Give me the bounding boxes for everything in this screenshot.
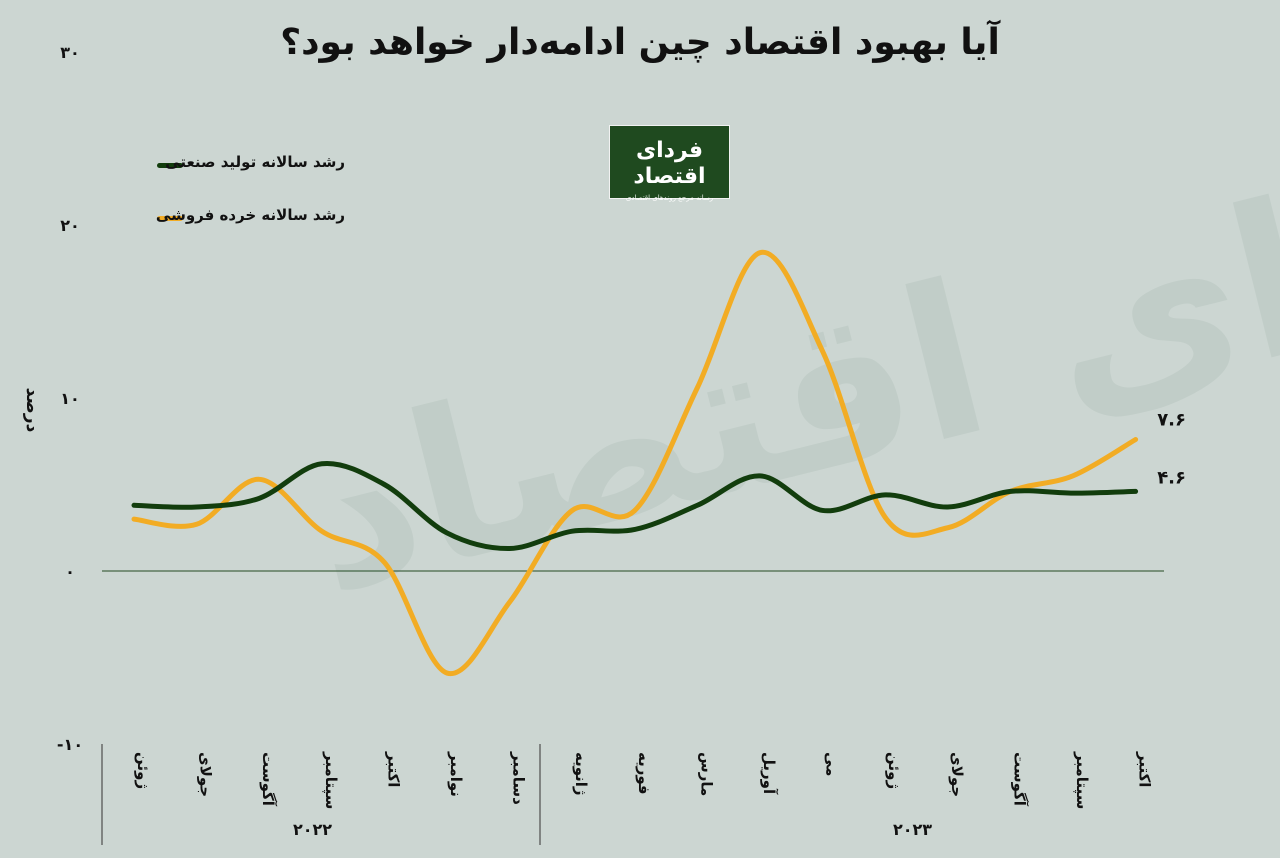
x-tick-label: ژانویه [572, 752, 590, 796]
x-tick-label: ژوئن [134, 752, 152, 789]
x-tick-label: سپتامبر [1072, 751, 1091, 809]
x-tick-label: جولای [197, 752, 215, 797]
year-label-2023: ۲۰۲۳ [893, 820, 933, 839]
year-label-2022: ۲۰۲۲ [293, 820, 333, 839]
x-tick-label: ژوئن [885, 752, 903, 789]
y-tick-label: ۲۰ [60, 216, 80, 235]
legend-label-industrial: رشد سالانه تولید صنعتی [165, 153, 345, 171]
y-tick-label: ۰ [65, 562, 75, 581]
x-tick-label: سپتامبر [321, 751, 340, 809]
legend-swatch-retail [157, 216, 183, 221]
x-tick-label: جولای [948, 752, 966, 797]
x-tick-label: فوریه [635, 752, 653, 795]
retail-sales-end-label: ۷.۶ [1157, 410, 1186, 431]
y-axis-label: درصد [22, 387, 42, 433]
x-tick-label: مارس [697, 752, 715, 796]
x-tick-label: آوریل [760, 752, 778, 795]
x-tick-label: آگوست [1010, 752, 1028, 807]
x-tick-label: اکتبر [1136, 751, 1154, 787]
y-tick-label: ۳۰ [60, 43, 80, 62]
x-tick-label: آگوست [259, 752, 277, 807]
x-tick-label: می [823, 752, 841, 776]
x-tick-label: نوامبر [447, 751, 465, 797]
logo-name: فردای اقتصاد [633, 138, 706, 189]
x-tick-label: اکتبر [384, 751, 402, 787]
y-tick-label: ۱۰ [60, 389, 80, 408]
legend-label-retail: رشد سالانه خرده فروشی [155, 206, 345, 224]
legend-swatch-industrial [157, 163, 183, 168]
brand-logo: فردای اقتصاد رسانه مرجع روندهای اقتصادی [609, 125, 730, 202]
industrial-production-end-label: ۴.۶ [1157, 467, 1186, 488]
chart-title: آیا بهبود اقتصاد چین ادامه‌دار خواهد بود… [280, 22, 1000, 63]
industrial-production-line [131, 460, 1139, 552]
y-tick-label: -۱۰ [57, 735, 83, 754]
retail-sales-line [131, 250, 1139, 677]
x-tick-label: دسامبر [510, 751, 528, 805]
logo-tagline: رسانه مرجع روندهای اقتصادی [625, 194, 714, 202]
